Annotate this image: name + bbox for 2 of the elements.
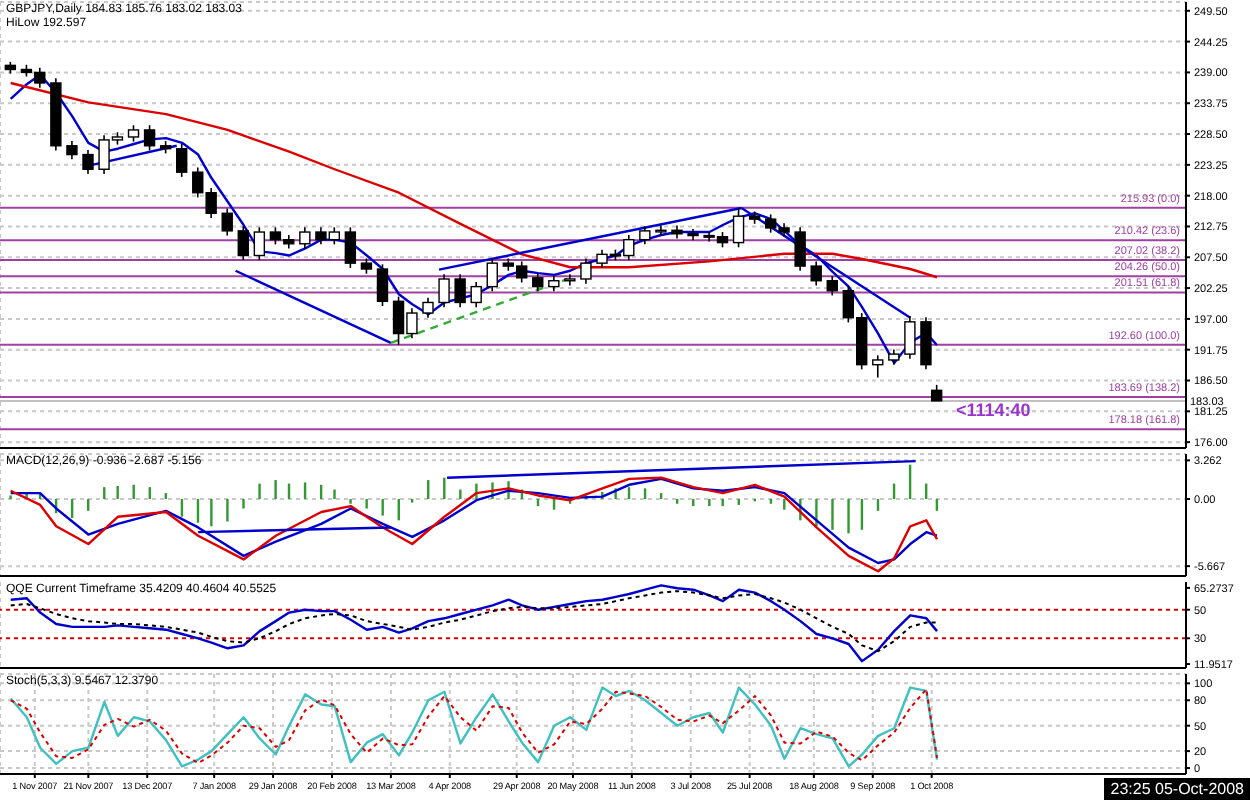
annotation: <1114:40 (956, 400, 1031, 420)
text: 23:25 05-Oct-2008 (1104, 778, 1250, 800)
